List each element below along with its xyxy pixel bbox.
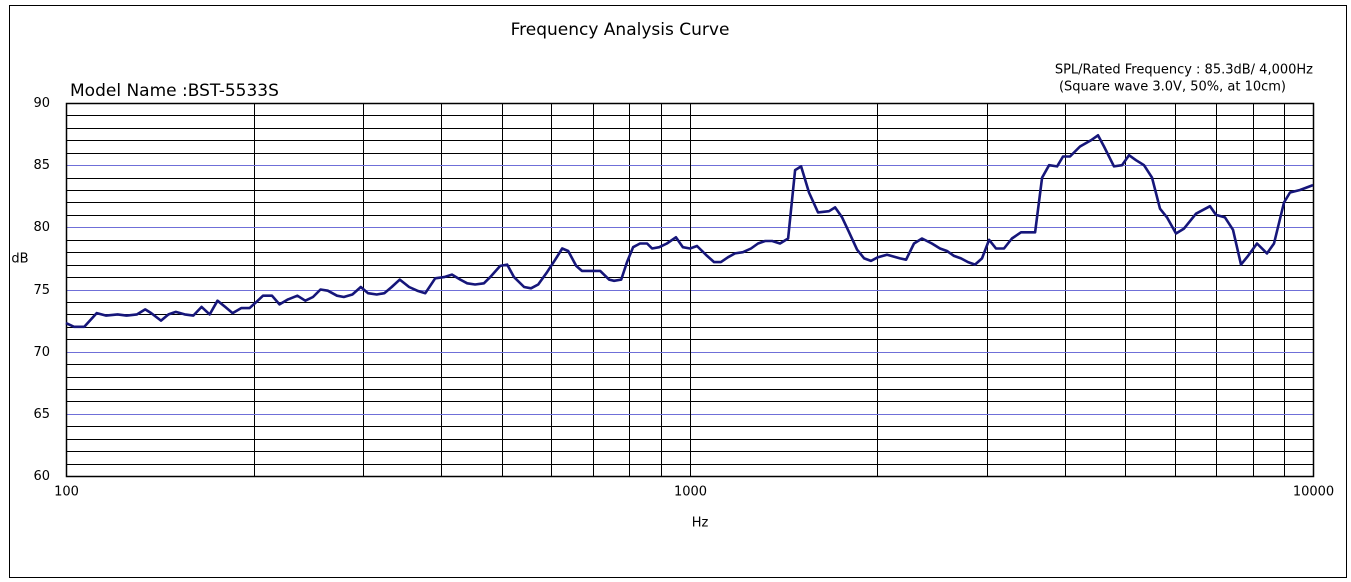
y-axis-label: dB <box>11 252 28 267</box>
spl-curve <box>65 134 1314 329</box>
y-tick-label: 70 <box>33 345 50 360</box>
rated-note: SPL/Rated Frequency : 85.3dB/ 4,000Hz <box>1055 63 1313 78</box>
x-axis-label: Hz <box>692 516 709 531</box>
x-tick-label: 1000 <box>674 485 707 500</box>
x-tick-label: 100 <box>54 485 79 500</box>
y-tick-label: 85 <box>33 158 50 173</box>
y-tick-label: 80 <box>33 220 50 235</box>
condition-note: (Square wave 3.0V, 50%, at 10cm) <box>1059 80 1286 95</box>
y-tick-label: 75 <box>33 283 50 298</box>
chart-title: Frequency Analysis Curve <box>511 20 730 40</box>
x-tick-label: 10000 <box>1293 485 1334 500</box>
model-name: Model Name :BST-5533S <box>70 81 279 101</box>
frame <box>9 5 1347 578</box>
y-tick-label: 60 <box>33 469 50 484</box>
y-tick-label: 90 <box>33 96 50 111</box>
y-tick-label: 65 <box>33 407 50 422</box>
plot-frame <box>65 102 1315 478</box>
